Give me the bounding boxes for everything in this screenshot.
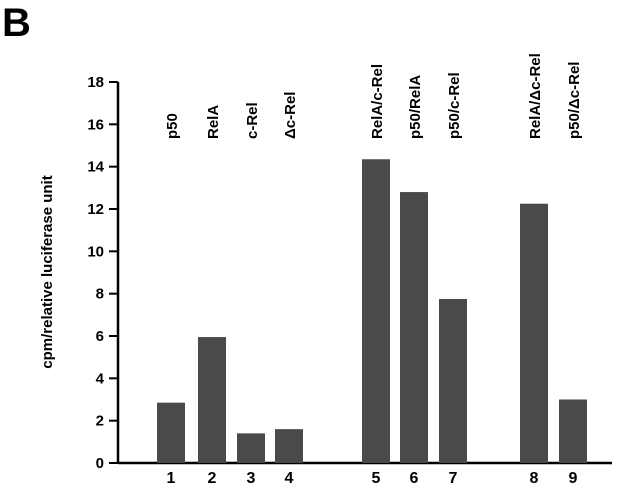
y-tick-label: 16 — [87, 116, 104, 133]
bar-label: p50/Δc-Rel — [566, 62, 583, 139]
bar-label: c-Rel — [244, 102, 261, 139]
category-labels: 1 2 3 4 5 6 7 8 9 — [167, 470, 578, 486]
bar-label: p50/c-Rel — [446, 72, 463, 139]
bar-label: Δc-Rel — [282, 92, 299, 139]
x-category-label: 1 — [167, 470, 176, 486]
y-tick-label: 8 — [96, 286, 104, 303]
bar — [198, 337, 226, 463]
x-category-label: 5 — [372, 470, 381, 486]
bar — [559, 399, 587, 463]
x-category-label: 7 — [449, 470, 458, 486]
y-tick-label: 10 — [87, 243, 104, 260]
bar — [400, 192, 428, 464]
x-category-label: 8 — [530, 470, 539, 486]
bar — [275, 429, 303, 463]
x-category-label: 2 — [208, 470, 217, 486]
y-tick-label: 6 — [96, 328, 104, 345]
bar-label: RelA/c-Rel — [369, 64, 386, 139]
bar — [237, 433, 265, 463]
bar-label: RelA/Δc-Rel — [527, 53, 544, 139]
x-category-label: 6 — [410, 470, 419, 486]
y-tick-label: 4 — [96, 370, 105, 387]
bar-label: p50 — [164, 113, 181, 139]
bar-label: p50/RelA — [407, 75, 424, 139]
panel-label: B — [2, 1, 31, 45]
y-tick-label: 12 — [87, 201, 104, 218]
bar — [520, 203, 548, 464]
x-category-label: 9 — [569, 470, 578, 486]
x-category-label: 3 — [247, 470, 256, 486]
y-tick-label: 0 — [96, 455, 104, 472]
bar — [157, 402, 185, 463]
y-tick-label: 18 — [87, 74, 104, 91]
y-tick-label: 2 — [96, 413, 104, 430]
x-category-label: 4 — [285, 470, 294, 486]
y-ticks: 0 2 4 6 8 10 12 14 16 18 — [87, 74, 118, 472]
bars — [157, 159, 587, 464]
bar-label: RelA — [205, 105, 222, 139]
y-tick-label: 14 — [87, 159, 104, 176]
y-axis-title: cpm/relative luciferase unit — [39, 175, 56, 368]
bar-labels: p50 RelA c-Rel Δc-Rel RelA/c-Rel p50/RelA p50/… — [164, 53, 583, 139]
bar — [362, 159, 390, 463]
bar — [439, 298, 467, 463]
